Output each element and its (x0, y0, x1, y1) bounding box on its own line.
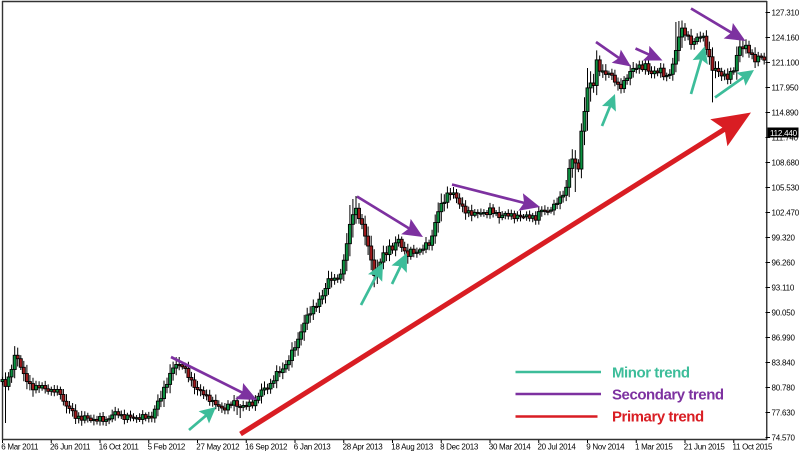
svg-text:26 Jun 2011: 26 Jun 2011 (50, 443, 91, 452)
svg-text:74.570: 74.570 (772, 434, 796, 443)
svg-text:28 Apr 2013: 28 Apr 2013 (343, 443, 384, 452)
svg-text:83.840: 83.840 (772, 359, 796, 368)
svg-text:27 May 2012: 27 May 2012 (196, 443, 240, 452)
svg-text:Minor trend: Minor trend (612, 365, 690, 382)
svg-text:8 Dec 2013: 8 Dec 2013 (440, 443, 479, 452)
svg-text:121.100: 121.100 (772, 59, 800, 68)
svg-text:6 Mar 2011: 6 Mar 2011 (1, 443, 39, 452)
svg-text:111.740: 111.740 (772, 134, 799, 143)
svg-text:9 Nov 2014: 9 Nov 2014 (586, 443, 625, 452)
svg-text:30 Mar 2014: 30 Mar 2014 (489, 443, 531, 452)
svg-text:112.440: 112.440 (770, 129, 798, 138)
svg-text:114.890: 114.890 (772, 109, 800, 118)
svg-text:127.310: 127.310 (772, 9, 800, 18)
svg-text:16 Oct 2011: 16 Oct 2011 (99, 443, 140, 452)
svg-text:93.110: 93.110 (772, 284, 795, 293)
svg-text:86.990: 86.990 (772, 334, 796, 343)
svg-text:124.160: 124.160 (772, 34, 800, 43)
svg-text:5 Feb 2012: 5 Feb 2012 (148, 443, 186, 452)
svg-text:16 Sep 2012: 16 Sep 2012 (245, 443, 288, 452)
svg-text:96.260: 96.260 (772, 259, 796, 268)
svg-text:21 Jun 2015: 21 Jun 2015 (684, 443, 726, 452)
svg-text:99.320: 99.320 (772, 234, 796, 243)
svg-text:20 Jul 2014: 20 Jul 2014 (538, 443, 577, 452)
svg-text:90.050: 90.050 (772, 309, 796, 318)
svg-text:Primary trend: Primary trend (612, 409, 704, 426)
svg-text:Secondary trend: Secondary trend (612, 387, 724, 404)
svg-text:105.530: 105.530 (772, 184, 800, 193)
svg-text:117.950: 117.950 (772, 84, 800, 93)
svg-text:11 Oct 2015: 11 Oct 2015 (733, 443, 774, 452)
svg-text:80.780: 80.780 (772, 384, 796, 393)
svg-text:1 Mar 2015: 1 Mar 2015 (635, 443, 673, 452)
svg-text:77.630: 77.630 (772, 409, 796, 418)
svg-text:18 Aug 2013: 18 Aug 2013 (391, 443, 433, 452)
svg-text:102.470: 102.470 (772, 209, 800, 218)
svg-text:6 Jan 2013: 6 Jan 2013 (294, 443, 331, 452)
svg-text:108.680: 108.680 (772, 159, 800, 168)
